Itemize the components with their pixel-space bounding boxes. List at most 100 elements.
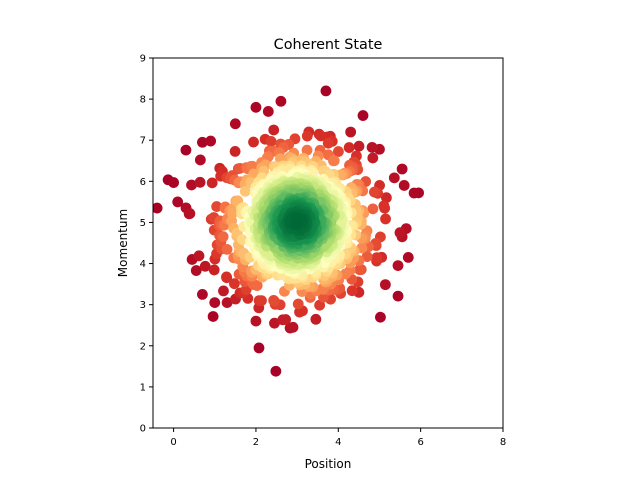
scatter-point	[394, 227, 406, 239]
scatter-point	[270, 365, 282, 377]
scatter-point	[193, 250, 205, 262]
scatter-point	[221, 271, 232, 283]
y-tick-label: 7	[140, 136, 146, 147]
y-axis: 0 1 2 3 4 5 6 7 8 9	[140, 54, 153, 435]
scatter-point	[253, 342, 265, 354]
scatter-point	[291, 216, 303, 228]
scatter-point	[239, 185, 251, 197]
plot-frame	[152, 57, 504, 429]
scatter-point	[292, 298, 304, 310]
y-tick-label: 4	[140, 259, 146, 270]
scatter-point	[205, 135, 217, 147]
scatter-point	[268, 124, 280, 136]
x-tick-label: 2	[253, 437, 259, 448]
x-tick-label: 4	[335, 437, 341, 448]
scatter-point	[315, 130, 327, 142]
scatter-point	[229, 118, 241, 130]
scatter-point	[269, 317, 280, 329]
scatter-point	[301, 130, 313, 142]
x-axis-label: Position	[305, 457, 352, 471]
y-tick-label: 5	[140, 218, 146, 229]
scatter-point	[184, 208, 196, 219]
scatter-point	[168, 177, 179, 188]
scatter-point	[209, 297, 221, 309]
scatter-point	[262, 106, 274, 117]
scatter-point	[217, 231, 229, 243]
scatter-point	[388, 172, 400, 184]
scatter-point	[153, 202, 163, 214]
scatter-point	[207, 311, 219, 322]
scatter-point	[398, 180, 410, 191]
scatter-point	[380, 213, 391, 225]
scatter-point	[265, 136, 277, 147]
scatter-point	[378, 200, 390, 212]
scatter-point	[369, 186, 380, 198]
x-tick-label: 8	[500, 437, 506, 448]
scatter-point	[221, 243, 233, 255]
x-tick-label: 6	[417, 437, 423, 448]
scatter-point	[408, 187, 420, 199]
scatter-point	[357, 110, 369, 121]
y-axis-label: Momentum	[116, 209, 130, 277]
scatter-point	[275, 95, 287, 107]
scatter-point	[333, 146, 344, 157]
scatter-point	[197, 288, 208, 300]
scatter-point	[366, 141, 378, 153]
scatter-point	[248, 136, 259, 148]
scatter-point	[367, 152, 379, 164]
scatter-point	[194, 176, 206, 188]
scatter-point	[280, 314, 292, 325]
y-tick-label: 9	[140, 54, 146, 65]
scatter-point	[251, 280, 263, 292]
scatter-point	[367, 203, 379, 215]
scatter-point	[221, 297, 233, 309]
scatter-point	[396, 163, 408, 175]
scatter-point	[250, 101, 262, 113]
y-tick-label: 8	[140, 95, 146, 106]
scatter-point	[310, 313, 322, 325]
scatter-point	[190, 265, 202, 276]
scatter-point	[218, 285, 229, 297]
y-tick-label: 1	[140, 382, 146, 393]
scatter-point	[180, 144, 192, 156]
scatter-point	[379, 279, 391, 291]
scatter-point	[361, 251, 373, 262]
scatter-point	[314, 299, 326, 311]
scatter-point	[172, 196, 184, 208]
scatter-point	[250, 315, 262, 327]
scatter-point	[211, 201, 223, 212]
chart-title: Coherent State	[274, 37, 383, 53]
scatter-point	[186, 179, 197, 191]
scatter-point	[287, 321, 299, 333]
x-axis: 0 2 4 6 8	[170, 428, 506, 448]
scatter-point	[268, 294, 280, 306]
scatter-point	[227, 207, 239, 219]
scatter-point	[208, 264, 220, 276]
scatter-point	[256, 295, 267, 307]
x-tick-label: 0	[170, 437, 176, 448]
scatter-point	[343, 142, 355, 153]
scatter-point	[206, 177, 218, 189]
scatter-point	[194, 154, 206, 166]
scatter-point	[340, 268, 351, 280]
y-tick-label: 2	[140, 341, 146, 352]
scatter-point	[322, 137, 334, 149]
scatter-point	[199, 260, 211, 272]
scatter-point	[320, 85, 332, 97]
scatter-point	[229, 278, 240, 290]
y-tick-label: 0	[140, 424, 146, 435]
scatter-point	[328, 155, 339, 167]
scatter-point	[375, 311, 386, 323]
scatter-point	[345, 126, 357, 138]
scatter-point	[402, 251, 414, 263]
scatter-point	[301, 144, 313, 156]
y-tick-label: 3	[140, 300, 146, 311]
scatter-point	[353, 140, 365, 152]
scatter-point	[392, 260, 404, 272]
scatter-point	[371, 252, 383, 263]
y-tick-label: 6	[140, 177, 146, 188]
scatter-point	[346, 285, 358, 297]
scatter-point	[392, 290, 404, 302]
scatter-point	[229, 145, 241, 157]
